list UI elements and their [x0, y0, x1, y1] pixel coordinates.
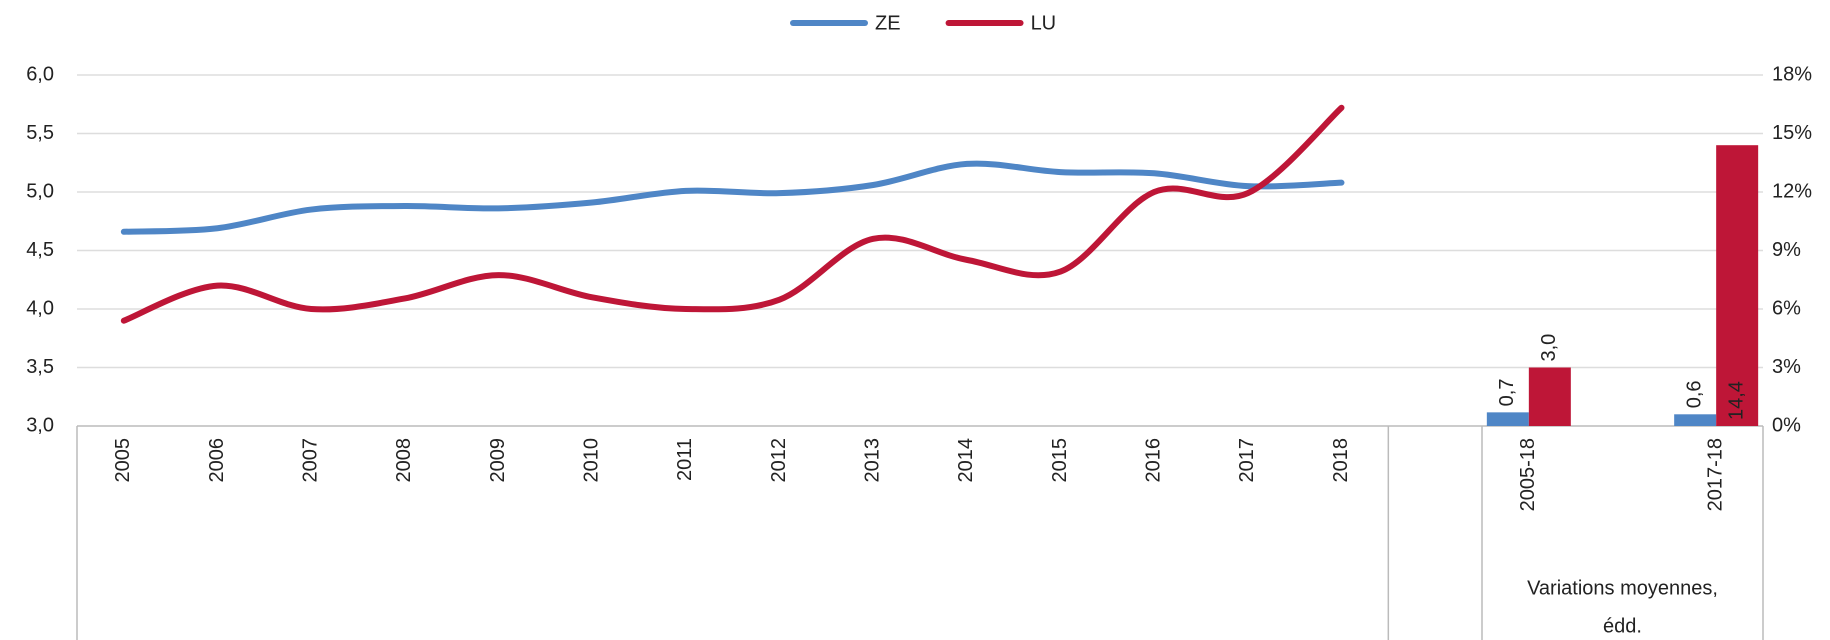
y2-tick-label: 6%	[1772, 297, 1801, 319]
x-tick-label: 2005-18	[1517, 438, 1539, 511]
y-tick-label: 6,0	[26, 63, 54, 85]
line-series	[120, 104, 1345, 324]
group-label: édd.	[1603, 615, 1642, 637]
bar	[1486, 412, 1529, 426]
y2-tick-label: 12%	[1772, 180, 1812, 202]
y2-tick-label: 15%	[1772, 122, 1812, 144]
x-tick-label: 2017-18	[1704, 438, 1726, 511]
x-tick-label: 2014	[955, 438, 977, 483]
x-tick-label: 2011	[674, 438, 696, 481]
y2-tick-label: 0%	[1772, 414, 1801, 436]
x-tick-label: 2005	[112, 438, 134, 483]
x-tick-label: 2007	[299, 438, 321, 483]
legend-label: ZE	[875, 12, 901, 34]
y-tick-label: 4,0	[26, 297, 54, 319]
bar-value-label: 0,7	[1496, 379, 1518, 407]
x-tick-label: 2009	[487, 438, 509, 483]
y2-tick-label: 18%	[1772, 63, 1812, 85]
y-tick-label: 3,0	[26, 414, 54, 436]
x-tick-label: 2008	[393, 438, 415, 483]
x-tick-label: 2010	[580, 438, 602, 483]
y2-tick-label: 3%	[1772, 356, 1801, 378]
y-tick-label: 5,0	[26, 180, 54, 202]
bar-value-label: 0,6	[1683, 380, 1705, 408]
legend-label: LU	[1031, 12, 1057, 34]
y-tick-label: 3,5	[26, 356, 54, 378]
x-tick-label: 2012	[768, 438, 790, 483]
x-tick-label: 2017	[1236, 438, 1258, 483]
line-series	[120, 160, 1345, 235]
x-tick-label: 2018	[1330, 438, 1352, 483]
x-tick-label: 2013	[861, 438, 883, 483]
bar	[1528, 367, 1571, 426]
x-tick-label: 2015	[1049, 438, 1071, 483]
group-label: Variations moyennes,	[1527, 577, 1718, 599]
x-tick-label: 2006	[206, 438, 228, 483]
bar-value-label: 3,0	[1538, 334, 1560, 362]
y2-tick-label: 9%	[1772, 239, 1801, 261]
bar	[1674, 414, 1717, 426]
x-tick-label: 2016	[1142, 438, 1164, 483]
y-tick-label: 4,5	[26, 239, 54, 261]
bar-value-label: 14,4	[1725, 381, 1747, 420]
y-tick-label: 5,5	[26, 122, 54, 144]
bar	[1716, 145, 1759, 426]
